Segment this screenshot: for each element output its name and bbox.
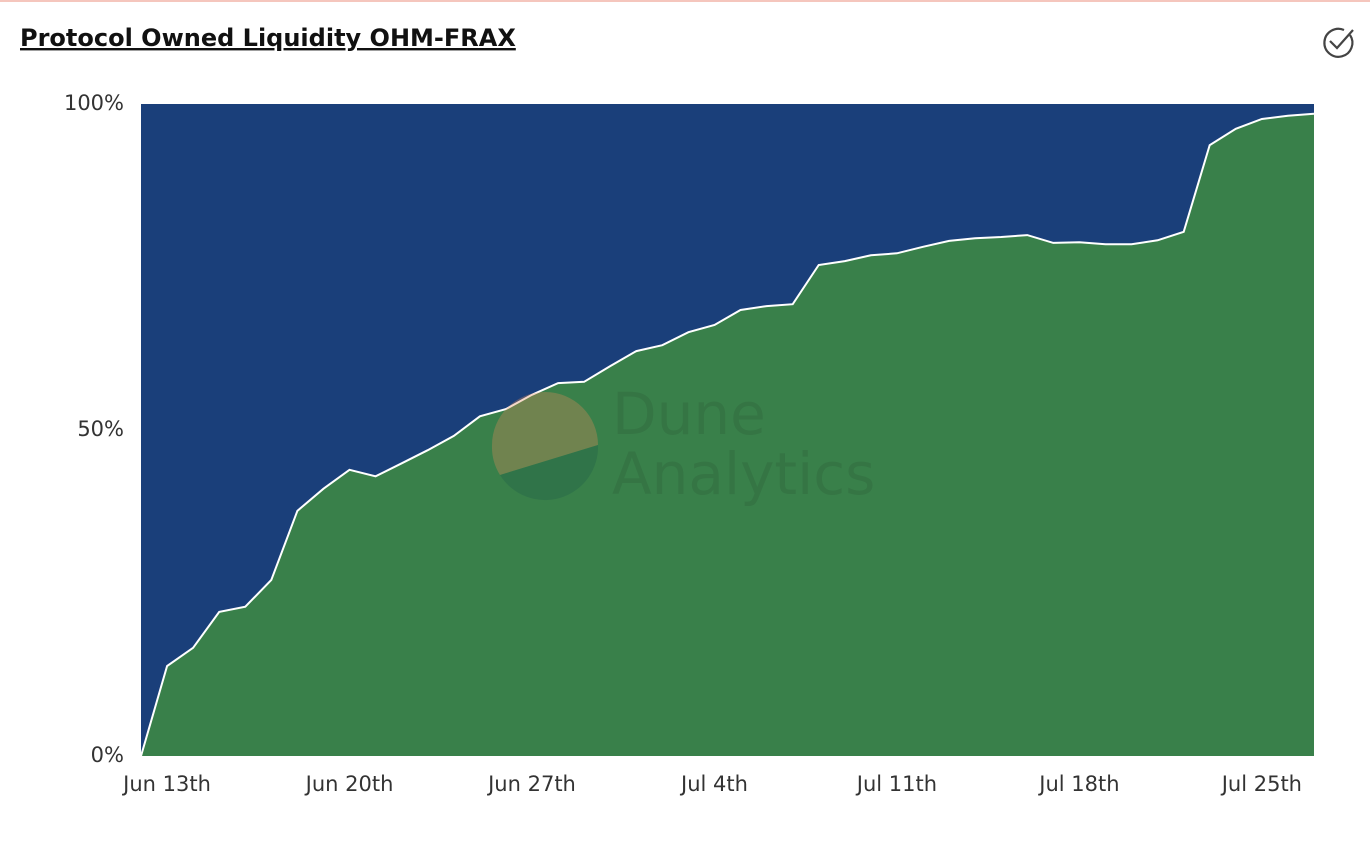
x-tick-label: Jul 11th [855,772,937,796]
watermark-text: Analytics [612,440,875,508]
x-tick-label: Jul 18th [1037,772,1119,796]
y-tick-label: 100% [64,91,124,115]
watermark-logo [491,392,598,475]
area [141,113,1314,757]
watermark-logo [500,445,599,501]
y-tick-label: 0% [91,743,124,767]
area [141,104,1314,756]
x-tick-label: Jun 27th [486,772,576,796]
x-tick-label: Jun 20th [304,772,394,796]
top-border [0,0,1370,2]
chart-title: Protocol Owned Liquidity OHM-FRAX [20,24,516,52]
watermark-text: Dune [612,380,766,448]
y-tick-label: 50% [77,417,124,441]
check-icon[interactable] [1323,27,1354,58]
x-tick-label: Jul 25th [1220,772,1302,796]
x-tick-label: Jul 4th [679,772,748,796]
x-tick-label: Jun 13th [121,772,211,796]
boundary-line [140,112,1315,757]
